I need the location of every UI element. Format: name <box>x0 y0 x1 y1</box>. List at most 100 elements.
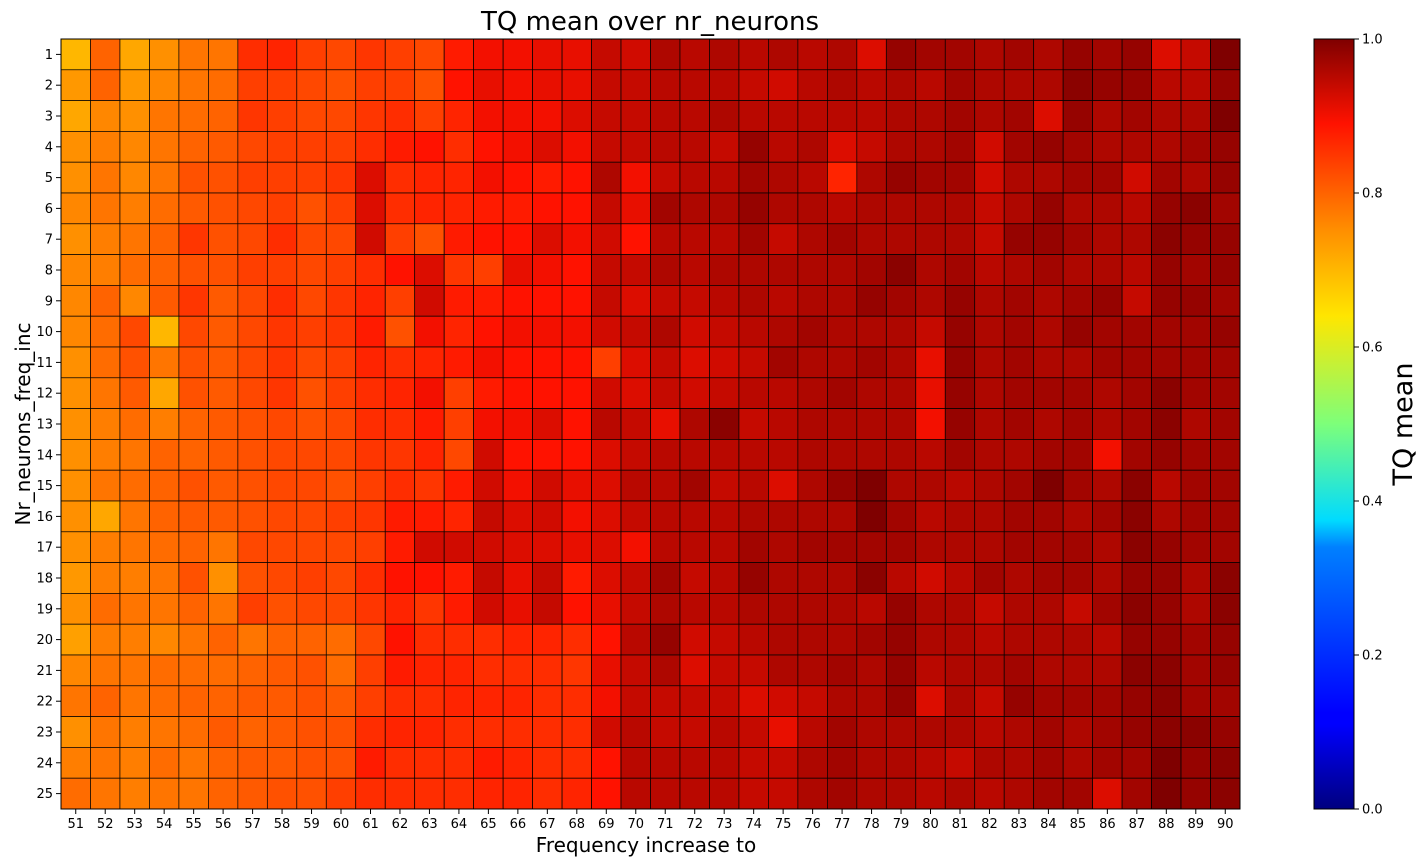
heatmap-cell <box>414 623 445 656</box>
heatmap-cell <box>826 69 858 101</box>
heatmap-cell <box>1151 315 1182 348</box>
heatmap-cell <box>532 131 563 163</box>
x-tick-label: 54 <box>156 817 173 832</box>
x-tick-label: 80 <box>922 817 939 832</box>
heatmap-cell <box>915 254 946 286</box>
heatmap-cell <box>237 346 268 379</box>
heatmap-cell <box>1092 315 1123 348</box>
heatmap-cell <box>856 685 887 717</box>
heatmap-cell <box>768 716 799 748</box>
heatmap-cell <box>502 192 533 225</box>
y-tick-label: 22 <box>36 695 53 710</box>
heatmap-cell <box>709 377 740 409</box>
heatmap-cell <box>119 685 150 717</box>
heatmap-cell <box>1210 747 1241 779</box>
heatmap-cell <box>1151 346 1182 379</box>
heatmap-cell <box>856 747 887 779</box>
heatmap-cell <box>768 654 799 687</box>
heatmap-cell <box>266 131 298 163</box>
heatmap-cell <box>384 377 416 409</box>
heatmap-cell <box>679 285 710 317</box>
heatmap-cell <box>266 254 298 286</box>
heatmap-cell <box>679 315 710 348</box>
x-tick-label: 75 <box>775 817 792 832</box>
heatmap-cell <box>768 500 799 533</box>
heatmap-cell <box>797 315 828 348</box>
heatmap-cell <box>856 69 887 101</box>
heatmap-cell <box>856 593 887 625</box>
heatmap-cell <box>266 562 298 594</box>
heatmap-cell <box>502 716 533 748</box>
heatmap-cell <box>1062 747 1093 779</box>
heatmap-cell <box>178 777 209 810</box>
y-tick-label: 13 <box>36 418 53 433</box>
x-tick-label: 59 <box>303 817 320 832</box>
heatmap-cell <box>502 593 533 625</box>
heatmap-cell <box>90 161 121 194</box>
heatmap-cell <box>384 131 416 163</box>
heatmap-cell <box>208 747 239 779</box>
heatmap-cell <box>915 38 946 71</box>
y-tick-label: 5 <box>45 171 53 186</box>
heatmap-cell <box>266 685 298 717</box>
heatmap-cell <box>443 69 475 101</box>
heatmap-cell <box>178 623 209 656</box>
heatmap-cell <box>591 716 622 748</box>
heatmap-cell <box>1033 593 1064 625</box>
heatmap-cell <box>208 223 239 255</box>
heatmap-cell <box>885 161 917 194</box>
heatmap-cell <box>414 38 445 71</box>
heatmap-cell <box>826 377 858 409</box>
heatmap-cell <box>325 285 357 317</box>
heatmap-cell <box>1062 562 1093 594</box>
heatmap-cell <box>119 192 150 225</box>
heatmap-cell <box>1210 623 1241 656</box>
heatmap-cell <box>738 315 769 348</box>
heatmap-cell <box>944 593 976 625</box>
heatmap-cell <box>591 593 622 625</box>
heatmap-cell <box>1151 531 1182 563</box>
heatmap-cell <box>915 377 946 409</box>
heatmap-cell <box>473 623 504 656</box>
heatmap-cell <box>768 747 799 779</box>
heatmap-cell <box>768 562 799 594</box>
heatmap-cell <box>944 777 976 810</box>
heatmap-cell <box>1121 469 1152 502</box>
heatmap-cell <box>325 469 357 502</box>
heatmap-cell <box>915 192 946 225</box>
heatmap-cell <box>473 377 504 409</box>
heatmap-cell <box>650 439 681 471</box>
heatmap-cell <box>885 439 917 471</box>
heatmap-cell <box>650 623 681 656</box>
heatmap-cell <box>915 777 946 810</box>
heatmap-cell <box>149 254 180 286</box>
heatmap-cell <box>208 593 239 625</box>
heatmap-cell <box>974 285 1005 317</box>
heatmap-cell <box>1151 131 1182 163</box>
heatmap-cell <box>119 654 150 687</box>
y-tick-label: 18 <box>36 572 53 587</box>
heatmap-cell <box>414 346 445 379</box>
heatmap-cell <box>561 469 592 502</box>
heatmap-cell <box>797 192 828 225</box>
heatmap-cell <box>355 439 386 471</box>
heatmap-cell <box>90 685 121 717</box>
y-tick-label: 7 <box>45 233 53 248</box>
heatmap-cell <box>384 531 416 563</box>
heatmap-cell <box>797 439 828 471</box>
heatmap-cell <box>1033 315 1064 348</box>
heatmap-cell <box>974 500 1005 533</box>
heatmap-cell <box>443 469 475 502</box>
heatmap-cell <box>1003 69 1035 101</box>
heatmap-cell <box>915 408 946 440</box>
heatmap-cell <box>738 439 769 471</box>
heatmap-cell <box>620 346 651 379</box>
heatmap-cell <box>60 777 91 810</box>
heatmap-cell <box>1151 223 1182 255</box>
heatmap-cell <box>1121 285 1152 317</box>
heatmap-cell <box>325 69 357 101</box>
heatmap-cell <box>797 685 828 717</box>
x-tick-label: 65 <box>480 817 497 832</box>
heatmap-cell <box>1151 562 1182 594</box>
heatmap-cell <box>797 254 828 286</box>
